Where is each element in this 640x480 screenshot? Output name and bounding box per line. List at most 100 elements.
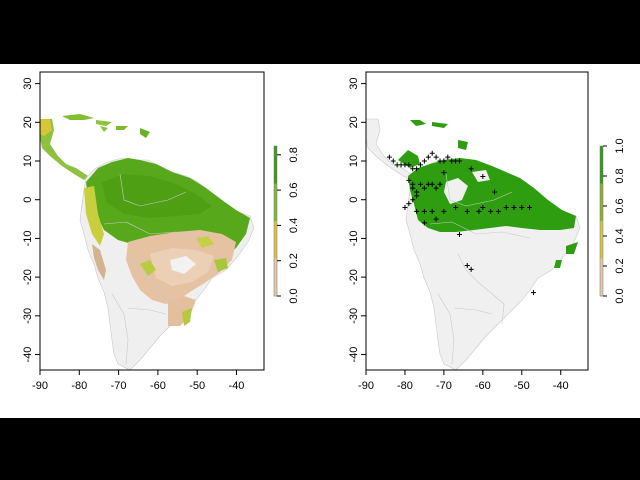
colorbar-segment <box>600 194 603 199</box>
colorbar-segment <box>600 183 603 188</box>
colorbar-segment <box>274 168 277 173</box>
x-tick-label: -80 <box>71 380 87 392</box>
colorbar-segment <box>274 236 277 241</box>
occurrence-point <box>441 208 447 214</box>
occurrence-point <box>429 150 435 156</box>
x-axis: -90 -80 -70 -60 -50 -40 <box>32 369 244 392</box>
colorbar-segment <box>600 269 603 274</box>
colorbar-segment <box>600 146 603 151</box>
occurrence-point <box>441 170 447 176</box>
colorbar-segment <box>274 239 277 244</box>
occurrence-point <box>480 173 486 179</box>
colorbar-segment <box>600 284 603 289</box>
binary-map-panel: -90 -80 -70 -60 -50 -40 30 20 10 0 -10 -20 -30 -40 1… <box>348 71 626 392</box>
y-tick-label: 10 <box>22 155 34 167</box>
x-tick-label: -80 <box>397 380 413 392</box>
colorbar-segment <box>600 273 603 278</box>
x-tick-label: -90 <box>358 380 374 392</box>
occurrence-point <box>519 204 525 210</box>
colorbar-segment <box>600 153 603 158</box>
colorbar-segment <box>274 262 277 267</box>
colorbar-segment <box>274 221 277 226</box>
colorbar-segment <box>600 224 603 229</box>
occurrence-point <box>464 208 470 214</box>
colorbar-segment <box>600 198 603 203</box>
legend-tick-label: 0.2 <box>614 258 626 273</box>
x-tick-label: -70 <box>111 380 127 392</box>
y-tick-label: -30 <box>348 308 360 324</box>
colorbar-segment <box>600 221 603 226</box>
occurrence-point <box>530 290 536 296</box>
colorbar-segment <box>600 172 603 177</box>
y-tick-label: -40 <box>348 347 360 363</box>
x-tick-label: -70 <box>436 380 452 392</box>
occurrence-point <box>386 154 392 160</box>
colorbar-segment <box>274 213 277 218</box>
colorbar-segment <box>274 183 277 188</box>
y-tick-label: -20 <box>348 269 360 285</box>
country-borders <box>103 173 205 365</box>
x-tick-label: -60 <box>150 380 166 392</box>
colorbar-segment <box>274 232 277 237</box>
colorbar-segment <box>600 288 603 293</box>
colorbar-segment <box>600 161 603 166</box>
country-borders <box>429 173 531 365</box>
occurrence-point <box>488 208 494 214</box>
colorbar-segment <box>274 149 277 154</box>
legend-tick-label: 0.0 <box>614 288 626 303</box>
occurrence-points <box>386 150 536 296</box>
y-axis: 30 20 10 0 -10 -20 -30 -40 <box>348 77 366 362</box>
colorbar-segment <box>274 206 277 211</box>
colorbar-segment <box>600 209 603 214</box>
figure-frame: -90 -80 -70 -60 -50 -40 30 20 10 0 -10 -20 -30 -40 0… <box>0 64 640 418</box>
colorbar-segment <box>600 277 603 282</box>
colorbar-segment <box>600 292 603 297</box>
colorbar-segment <box>274 153 277 158</box>
occurrence-point <box>476 208 482 214</box>
legend-tick-label: 0.6 <box>288 182 300 197</box>
colorbar-segment <box>274 247 277 252</box>
colorbar-segment <box>600 157 603 162</box>
occurrence-point <box>503 204 509 210</box>
x-tick-label: -50 <box>514 380 530 392</box>
colorbar-segment <box>274 176 277 181</box>
occurrence-point <box>414 166 420 172</box>
colorbar-segment <box>600 254 603 259</box>
colorbar-segment <box>274 209 277 214</box>
colorbar-segment <box>600 191 603 196</box>
colorbar-segment <box>600 206 603 211</box>
occurrence-point <box>429 208 435 214</box>
legend-colorbar: 1.0 0.8 0.6 0.4 0.2 0.0 <box>599 138 626 304</box>
y-tick-label: 0 <box>348 197 360 203</box>
occurrence-point <box>464 263 470 269</box>
y-tick-label: 20 <box>22 116 34 128</box>
x-tick-label: -40 <box>553 380 569 392</box>
occurrence-point <box>406 177 412 183</box>
colorbar-segment <box>600 251 603 256</box>
colorbar-segment <box>274 243 277 248</box>
occurrence-point <box>495 208 501 214</box>
occurrence-point <box>429 181 435 187</box>
occurrence-point <box>433 185 439 191</box>
x-tick-label: -60 <box>475 380 491 392</box>
occurrence-point <box>433 154 439 160</box>
occurrence-point <box>445 154 451 160</box>
colorbar-segment <box>600 176 603 181</box>
colorbar-segment <box>600 247 603 252</box>
colorbar-segment <box>600 179 603 184</box>
colorbar-segment <box>274 266 277 271</box>
occurrence-point <box>390 158 396 164</box>
colorbar-segment <box>274 191 277 196</box>
colorbar-segment <box>274 254 277 259</box>
occurrence-point <box>437 181 443 187</box>
y-tick-label: -20 <box>22 269 34 285</box>
colorbar-segment <box>274 217 277 222</box>
y-tick-label: 0 <box>22 197 34 203</box>
occurrence-point <box>402 204 408 210</box>
y-tick-label: -40 <box>22 347 34 363</box>
occurrence-point <box>421 158 427 164</box>
colorbar-segment <box>600 232 603 237</box>
y-tick-label: 30 <box>22 77 34 89</box>
occurrence-point <box>421 208 427 214</box>
x-tick-label: -50 <box>189 380 205 392</box>
